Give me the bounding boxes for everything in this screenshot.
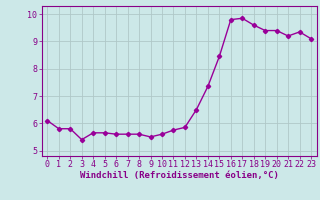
X-axis label: Windchill (Refroidissement éolien,°C): Windchill (Refroidissement éolien,°C) (80, 171, 279, 180)
